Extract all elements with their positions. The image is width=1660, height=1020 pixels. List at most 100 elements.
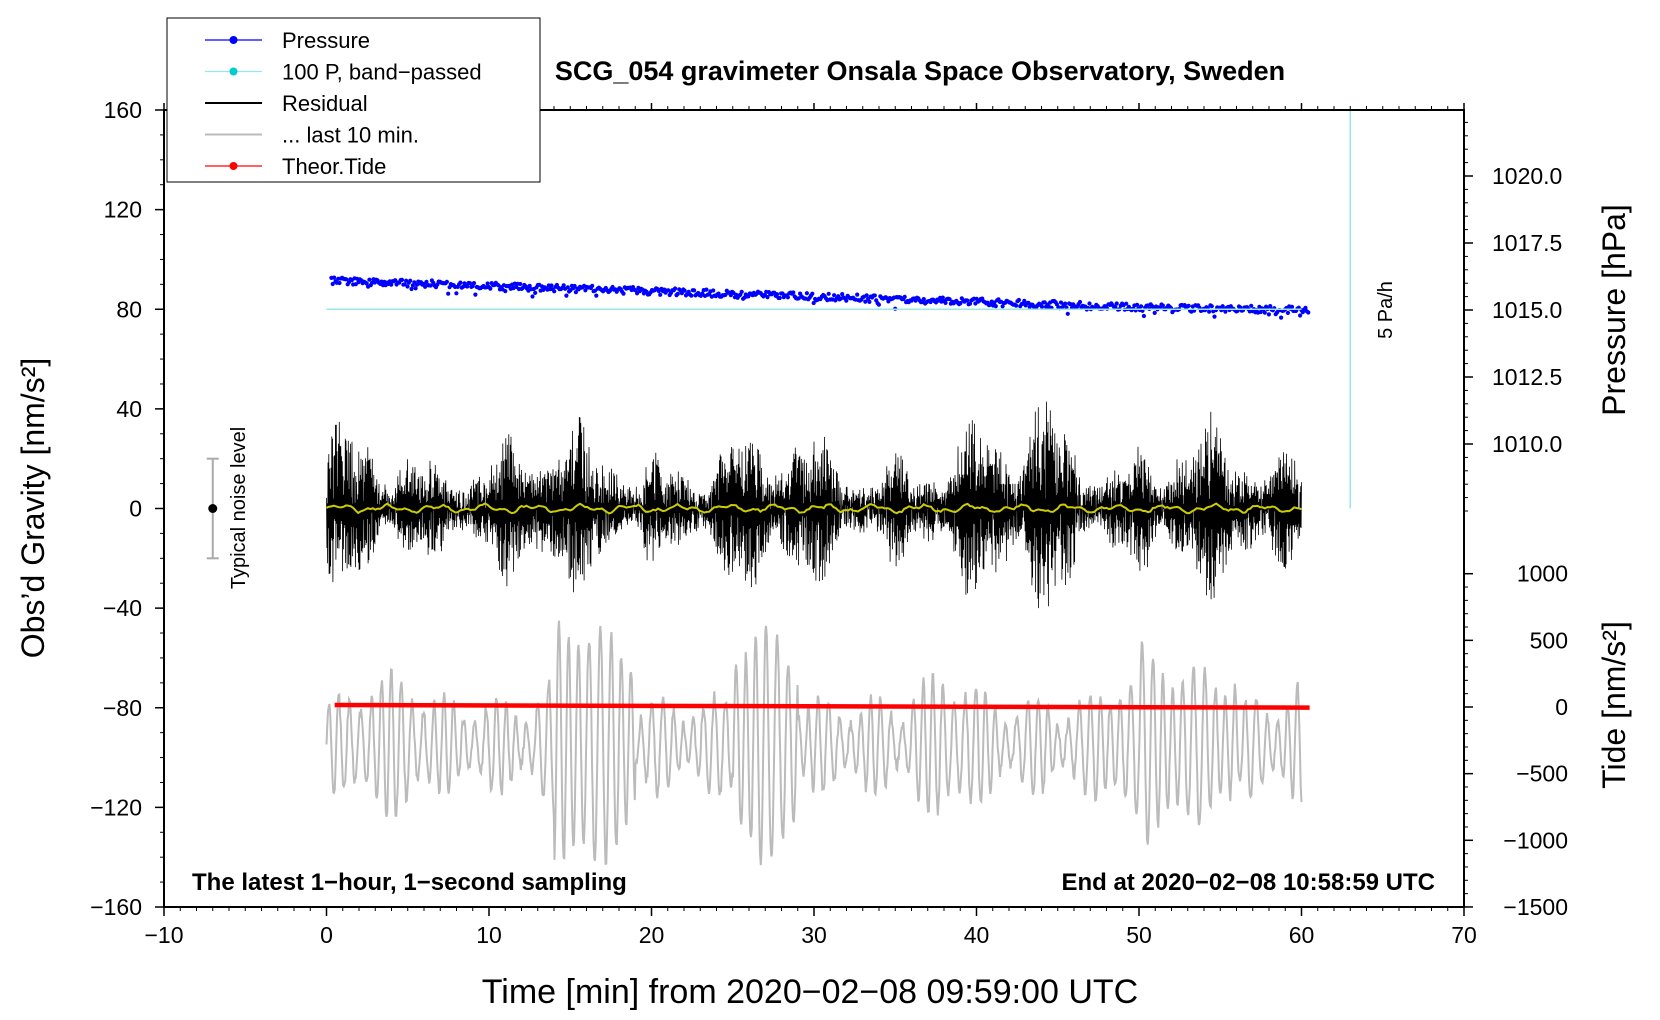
x-tick-label: 40: [964, 922, 990, 948]
y-tick-label: 160: [104, 97, 142, 123]
legend-swatch-dot: [229, 67, 238, 76]
pressure-point: [704, 287, 709, 292]
pressure-point: [465, 284, 470, 289]
pressure-point: [1135, 302, 1140, 307]
pressure-point: [1016, 297, 1022, 303]
pressure-point: [958, 301, 963, 306]
pressure-point: [1113, 305, 1118, 310]
pressure-point: [530, 294, 535, 299]
pressure-point: [1285, 310, 1290, 315]
pressure-point: [413, 286, 418, 291]
pressure-point: [594, 293, 599, 298]
pressure-tick-label: 1010.0: [1492, 431, 1562, 457]
pressure-point: [785, 295, 791, 300]
pressure-point: [399, 277, 405, 282]
pressure-point: [471, 281, 477, 286]
pressure-tick-label: 1015.0: [1492, 297, 1562, 323]
tide-tick-label: 0: [1555, 694, 1568, 720]
pressure-point: [1141, 313, 1146, 319]
y-axis-label-gravity: Obs’d Gravity [nm/s²]: [15, 358, 51, 659]
x-tick-label: −10: [144, 922, 183, 948]
pressure-point: [408, 278, 413, 283]
x-tick-label: 50: [1126, 922, 1152, 948]
pressure-point: [967, 301, 973, 306]
pressure-point: [458, 280, 463, 285]
y-tick-label: −40: [103, 595, 142, 621]
pressure-point: [1279, 315, 1284, 320]
theoretical-tide-series: [334, 702, 1310, 710]
pressure-point: [590, 283, 595, 288]
pressure-point: [711, 288, 716, 293]
pressure-point: [1087, 301, 1092, 306]
pressure-point: [844, 298, 849, 303]
x-tick-label: 60: [1289, 922, 1315, 948]
pressure-point: [791, 290, 796, 295]
pressure-point: [1022, 298, 1027, 303]
y-tick-label: 80: [116, 296, 142, 322]
y-tick-label: −80: [103, 695, 142, 721]
pressure-point: [1258, 309, 1263, 315]
pressure-point: [1077, 299, 1083, 305]
pressure-point: [364, 281, 369, 286]
legend-swatch-dot: [229, 36, 238, 44]
pressure-point: [1039, 304, 1045, 309]
pressure-point: [1014, 303, 1019, 308]
pressure-point: [454, 291, 459, 296]
pressure-point: [886, 299, 891, 304]
pressure-point: [552, 289, 557, 294]
pressure-point: [409, 286, 414, 292]
x-tick-label: 20: [639, 922, 665, 948]
pressure-point: [332, 275, 337, 280]
pressure-point: [739, 289, 744, 294]
noise-bar-center: [208, 504, 218, 513]
pressure-point: [1209, 304, 1214, 309]
pressure-point: [1223, 309, 1228, 314]
pressure-point: [1262, 310, 1267, 315]
footer-left-note: The latest 1−hour, 1−second sampling: [192, 869, 627, 896]
pressure-point: [1289, 304, 1295, 309]
tide-tick-label: −1000: [1503, 827, 1568, 853]
pressure-point: [832, 293, 837, 298]
pressure-rate-label: 5 Pa/h: [1375, 281, 1397, 339]
y-axis-label-gravity-text: Obs’d Gravity [nm/s²]: [15, 358, 51, 659]
pressure-point: [679, 291, 685, 296]
x-tick-label: 0: [320, 922, 333, 948]
pressure-point: [564, 293, 569, 298]
y-tick-label: 120: [104, 197, 142, 223]
pressure-point: [682, 288, 687, 293]
pressure-point: [1268, 304, 1273, 309]
pressure-point: [947, 297, 952, 302]
tide-tick-label: 500: [1530, 627, 1568, 653]
pressure-point: [518, 281, 523, 287]
residual-series: [326, 401, 1302, 609]
tide-tick-label: 1000: [1517, 561, 1568, 587]
y-tick-label: 40: [116, 396, 142, 422]
pressure-point: [902, 294, 907, 299]
pressure-point: [864, 293, 869, 298]
pressure-point: [777, 295, 782, 301]
pressure-point: [689, 293, 694, 298]
pressure-point: [965, 298, 970, 303]
pressure-point: [428, 283, 433, 288]
pressure-point: [485, 281, 490, 286]
pressure-point: [446, 291, 451, 296]
x-tick-label: 10: [476, 922, 502, 948]
legend-label: 100 P, band−passed: [282, 60, 482, 85]
pressure-point: [1306, 310, 1311, 315]
pressure-point: [389, 282, 394, 287]
legend-label: Pressure: [282, 28, 370, 53]
y-axis-label-pressure: Pressure [hPa]: [1596, 204, 1632, 416]
residual-smoothed-series: [326, 502, 1302, 515]
legend-label: ... last 10 min.: [282, 123, 419, 148]
x-tick-label: 70: [1451, 922, 1477, 948]
axes: −10 0 10 20 30 40 50 60 70 160 120 80 40 0 −40 −80 −120 −…: [90, 97, 1568, 948]
pressure-point: [488, 286, 493, 291]
pressure-point: [621, 291, 626, 296]
pressure-point: [1303, 305, 1308, 310]
y-tick-label: −120: [90, 794, 142, 820]
pressure-point: [344, 277, 349, 282]
legend-box: [166, 17, 541, 183]
legend-items: Pressure 100 P, band−passed Residual ... la…: [205, 28, 482, 179]
pressure-point: [467, 281, 473, 286]
